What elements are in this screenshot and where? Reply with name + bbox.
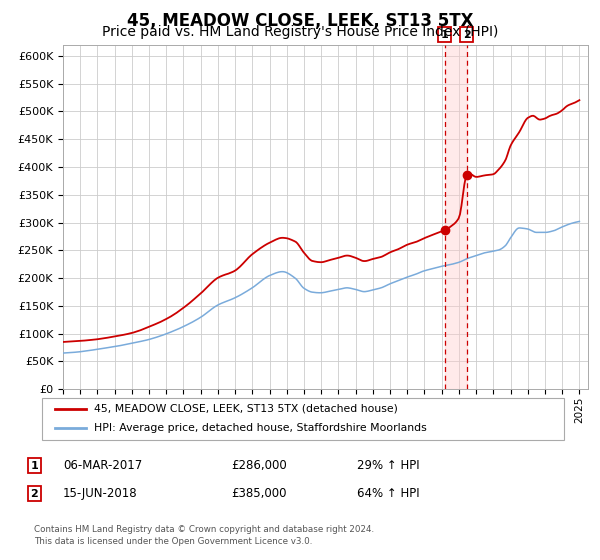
Text: Contains HM Land Registry data © Crown copyright and database right 2024.
This d: Contains HM Land Registry data © Crown c… xyxy=(34,525,374,546)
FancyBboxPatch shape xyxy=(42,398,564,440)
Text: 06-MAR-2017: 06-MAR-2017 xyxy=(63,459,142,473)
Text: 1: 1 xyxy=(441,30,448,40)
Text: 45, MEADOW CLOSE, LEEK, ST13 5TX: 45, MEADOW CLOSE, LEEK, ST13 5TX xyxy=(127,12,473,30)
Text: HPI: Average price, detached house, Staffordshire Moorlands: HPI: Average price, detached house, Staf… xyxy=(94,423,427,433)
Text: 2: 2 xyxy=(31,489,38,499)
Text: 64% ↑ HPI: 64% ↑ HPI xyxy=(357,487,419,501)
Text: 2: 2 xyxy=(463,30,470,40)
Text: 1: 1 xyxy=(31,461,38,471)
Text: 15-JUN-2018: 15-JUN-2018 xyxy=(63,487,137,501)
Bar xyxy=(445,45,467,389)
Text: 29% ↑ HPI: 29% ↑ HPI xyxy=(357,459,419,473)
Text: Price paid vs. HM Land Registry's House Price Index (HPI): Price paid vs. HM Land Registry's House … xyxy=(102,25,498,39)
Text: 45, MEADOW CLOSE, LEEK, ST13 5TX (detached house): 45, MEADOW CLOSE, LEEK, ST13 5TX (detach… xyxy=(94,404,398,414)
Text: £286,000: £286,000 xyxy=(231,459,287,473)
Text: £385,000: £385,000 xyxy=(231,487,287,501)
